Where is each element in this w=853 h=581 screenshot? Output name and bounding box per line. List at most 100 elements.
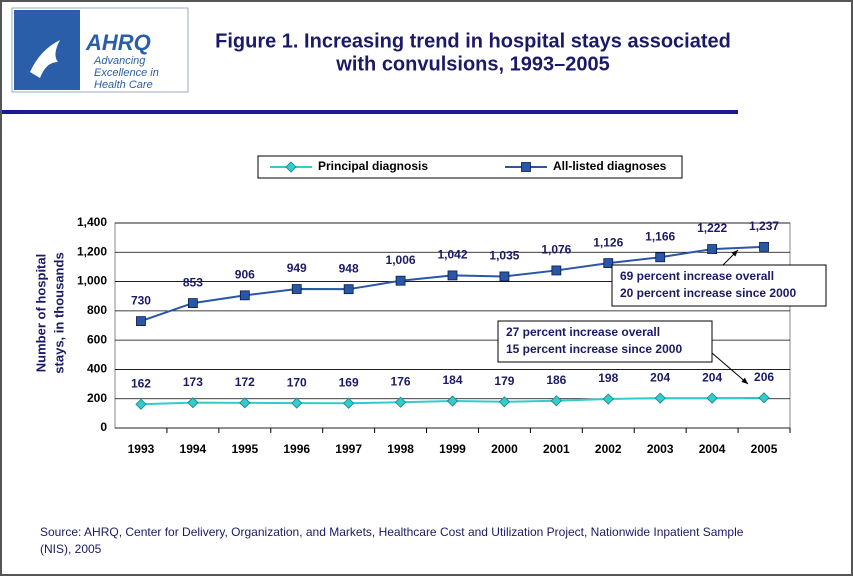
y-tick-label: 1,400 (77, 215, 107, 229)
annotation: 27 percent increase overall (506, 325, 660, 339)
x-tick-label: 1994 (180, 442, 207, 456)
annotation-box (497, 320, 713, 363)
data-label: 179 (494, 374, 514, 388)
point (655, 252, 666, 263)
data-label: 204 (702, 370, 722, 384)
arrow-head (741, 377, 748, 384)
logo: AHRQ Advancing Excellence in Health Care (11, 7, 189, 93)
y-tick-label: 600 (87, 332, 107, 346)
x-tick-label: 2004 (699, 442, 726, 456)
data-label: 948 (339, 261, 359, 275)
y-axis-label: stays, in thousands (51, 252, 66, 373)
x-tick-label: 2001 (543, 442, 570, 456)
annotation: 20 percent increase since 2000 (620, 286, 796, 300)
annotation-arrow (711, 352, 749, 385)
source: (NIS), 2005 (40, 542, 102, 556)
point (654, 392, 666, 404)
point (343, 397, 355, 409)
data-label: 173 (183, 375, 203, 389)
x-tick-label: 2002 (595, 442, 622, 456)
point (395, 396, 407, 408)
annotation: 69 percent increase overall (620, 269, 774, 283)
y-axis-label: Number of hospital (33, 254, 48, 372)
point (499, 271, 510, 282)
data-label: 1,006 (386, 253, 416, 267)
y-tick-label: 200 (87, 391, 107, 405)
data-label: 1,042 (437, 248, 467, 262)
data-label: 198 (598, 371, 618, 385)
data-label: 204 (650, 370, 670, 384)
data-label: 206 (754, 370, 774, 384)
point (187, 298, 198, 308)
point (239, 397, 251, 409)
data-label: 1,222 (697, 221, 727, 235)
logo-eagle (30, 40, 60, 78)
point (136, 316, 146, 327)
chart-title: with convulsions, 1993–2005 (335, 53, 609, 75)
data-label: 172 (235, 375, 255, 389)
point (291, 397, 303, 409)
arrow-head (731, 250, 738, 257)
point (498, 396, 510, 408)
point (602, 393, 614, 405)
x-tick-label: 2005 (751, 442, 778, 456)
point (239, 290, 250, 301)
data-label: 1,126 (593, 235, 623, 249)
point (446, 395, 459, 407)
x-tick-label: 2003 (647, 442, 674, 456)
legend-label: Principal diagnosis (318, 159, 428, 173)
y-tick-label: 800 (87, 303, 107, 317)
data-label: 949 (287, 261, 307, 275)
data-label: 162 (131, 376, 151, 390)
point (395, 275, 406, 286)
y-tick-label: 400 (87, 362, 107, 376)
data-label: 1,166 (645, 229, 675, 243)
y-tick-label: 1,000 (77, 274, 107, 288)
x-tick-label: 1999 (439, 442, 466, 456)
point (343, 284, 354, 295)
data-label: 906 (235, 268, 255, 282)
annotation: 15 percent increase since 2000 (506, 342, 682, 356)
legend-label: All-listed diagnoses (553, 159, 667, 173)
logo-tagline: Health Care (94, 79, 153, 91)
title-rule (2, 110, 738, 114)
logo-tagline: Excellence in (94, 67, 159, 79)
point (447, 270, 458, 281)
y-tick-label: 0 (100, 420, 107, 434)
x-tick-label: 2000 (491, 442, 518, 456)
point (603, 258, 614, 269)
point (758, 392, 770, 404)
point (291, 284, 302, 294)
point (135, 398, 147, 410)
x-tick-label: 1998 (387, 442, 414, 456)
x-tick-label: 1997 (335, 442, 362, 456)
point (707, 244, 718, 254)
logo-name: AHRQ (85, 30, 151, 55)
source: Source: AHRQ, Center for Delivery, Organ… (40, 525, 744, 539)
point (285, 161, 297, 173)
annotation-box (611, 264, 827, 307)
data-label: 1,237 (749, 219, 779, 233)
legend-box (257, 155, 683, 179)
data-label: 730 (131, 293, 151, 307)
x-tick-label: 1995 (231, 442, 258, 456)
point (706, 392, 718, 404)
x-tick-label: 1993 (128, 442, 155, 456)
point (187, 397, 199, 409)
data-label: 186 (546, 373, 566, 387)
y-tick-label: 1,200 (77, 244, 107, 258)
data-label: 853 (183, 275, 203, 289)
data-label: 176 (391, 374, 411, 388)
point (521, 162, 531, 172)
data-label: 1,076 (541, 243, 571, 257)
point (759, 241, 769, 252)
logo-tagline: Advancing (93, 55, 146, 67)
x-tick-label: 1996 (283, 442, 310, 456)
data-label: 1,035 (489, 249, 519, 263)
chart-title: Figure 1. Increasing trend in hospital s… (215, 30, 731, 52)
data-label: 169 (339, 375, 359, 389)
point (550, 395, 562, 407)
data-label: 170 (287, 375, 307, 389)
point (551, 265, 562, 276)
